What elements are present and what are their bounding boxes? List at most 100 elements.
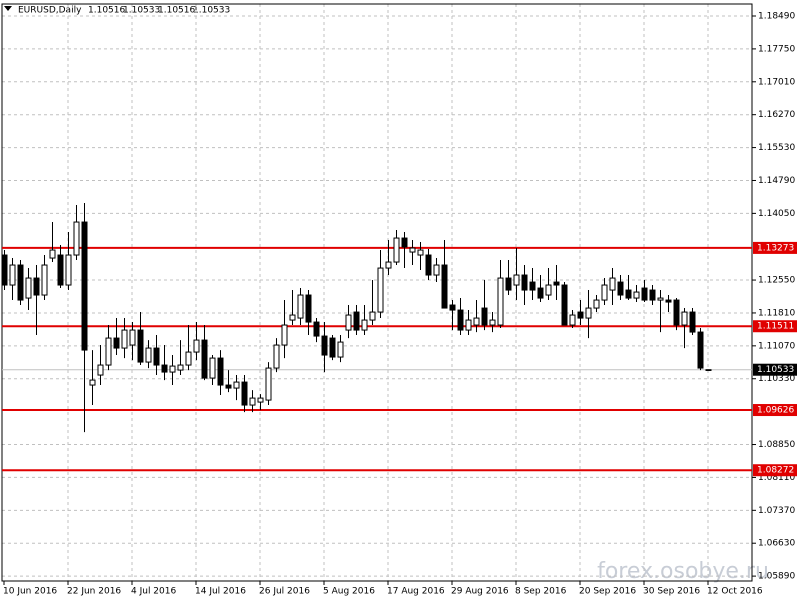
watermark: forex.osobye.ru: [597, 559, 769, 584]
y-tick-label: 1.14790: [758, 176, 795, 186]
y-tick-label: 1.11810: [758, 308, 795, 318]
candle-body: [585, 307, 592, 319]
candle-body: [665, 299, 672, 303]
candle-body: [121, 329, 128, 349]
x-tick-label: 29 Aug 2016: [451, 587, 509, 597]
candle-body: [649, 289, 656, 301]
ohlc-close: 1.10533: [193, 6, 230, 16]
y-tick-label: 1.14050: [758, 209, 795, 219]
menu-arrow[interactable]: [4, 6, 12, 11]
level-label: 1.09626: [757, 406, 794, 416]
y-tick-label: 1.15530: [758, 143, 795, 153]
candle-body: [617, 281, 624, 296]
current-price-box: [753, 363, 797, 376]
candle-body: [193, 339, 200, 353]
candle-body: [457, 309, 464, 331]
candle-body: [289, 314, 296, 321]
candle-body: [625, 289, 632, 299]
y-tick-label: 1.12550: [758, 276, 795, 286]
candle-body: [369, 311, 376, 321]
level-label: 1.13273: [757, 243, 794, 253]
ohlc-high: 1.10533: [123, 6, 160, 16]
candle-body: [673, 299, 680, 326]
candle-body: [633, 291, 640, 299]
candle-body: [201, 339, 208, 379]
candle-body: [161, 364, 168, 373]
candle-body: [577, 311, 584, 319]
y-tick-label: 1.05890: [758, 572, 795, 582]
candle-body: [169, 365, 176, 373]
candle-body: [353, 311, 360, 331]
candle-body: [41, 264, 48, 296]
candle-body: [337, 341, 344, 358]
candle-body: [681, 311, 688, 326]
candle-body: [345, 314, 352, 331]
candle-body: [257, 397, 264, 403]
candle-body: [449, 304, 456, 311]
candle-body: [113, 337, 120, 349]
candle-body: [305, 294, 312, 323]
candle-body: [481, 307, 488, 326]
candle-body: [297, 294, 304, 319]
candle-body: [361, 319, 368, 331]
candle-body: [313, 321, 320, 337]
y-tick-label: 1.17750: [758, 44, 795, 54]
x-tick-label: 10 Jun 2016: [3, 587, 57, 597]
candle-body: [81, 221, 88, 351]
x-tick-label: 8 Sep 2016: [515, 587, 567, 597]
candle-body: [321, 335, 328, 356]
candle-body: [689, 311, 696, 333]
candle-body: [513, 274, 520, 286]
level-label-box: [753, 241, 797, 254]
candle-body: [529, 281, 536, 291]
candle-body: [537, 287, 544, 299]
candle-body: [33, 277, 40, 296]
candle-body: [89, 379, 96, 386]
candle-body: [241, 381, 248, 406]
y-tick-label: 1.07370: [758, 506, 795, 516]
candle-body: [249, 397, 256, 406]
chart-title: EURUSD,Daily: [18, 6, 82, 16]
candle-body: [329, 337, 336, 358]
ohlc-low: 1.10516: [158, 6, 195, 16]
candle-body: [465, 319, 472, 331]
candle-body: [57, 254, 64, 286]
candle-body: [1, 254, 8, 286]
candle-body: [209, 357, 216, 379]
candle-body: [137, 329, 144, 363]
candle-body: [177, 364, 184, 371]
candle-body: [401, 237, 408, 248]
candle-body: [393, 237, 400, 263]
x-tick-label: 22 Jun 2016: [67, 587, 121, 597]
x-tick-label: 5 Aug 2016: [323, 587, 375, 597]
candle-body: [697, 331, 704, 369]
y-tick-label: 1.08110: [758, 473, 795, 483]
candle-body: [233, 381, 240, 389]
candle-body: [185, 351, 192, 366]
candle-body: [569, 314, 576, 326]
candle-body: [593, 299, 600, 309]
x-tick-label: 20 Sep 2016: [579, 587, 636, 597]
candle-body: [377, 267, 384, 313]
level-label-box: [753, 404, 797, 417]
candle-body: [409, 247, 416, 253]
x-tick-label: 17 Aug 2016: [387, 587, 445, 597]
candle-body: [97, 364, 104, 376]
candle-body: [609, 277, 616, 291]
candle-body: [641, 287, 648, 301]
candle-body: [273, 344, 280, 369]
candle-body: [441, 264, 448, 309]
candle-body: [601, 284, 608, 301]
y-tick-label: 1.11070: [758, 341, 795, 351]
candle-body: [225, 384, 232, 389]
candle-body: [73, 221, 80, 256]
plot-frame: [1, 3, 753, 582]
candle-body: [217, 357, 224, 386]
candle-body: [433, 264, 440, 276]
level-label-box: [753, 320, 797, 333]
candle-body: [553, 281, 560, 286]
candle-body: [657, 297, 664, 301]
candle-body: [545, 284, 552, 296]
y-tick-label: 1.18490: [758, 12, 795, 22]
